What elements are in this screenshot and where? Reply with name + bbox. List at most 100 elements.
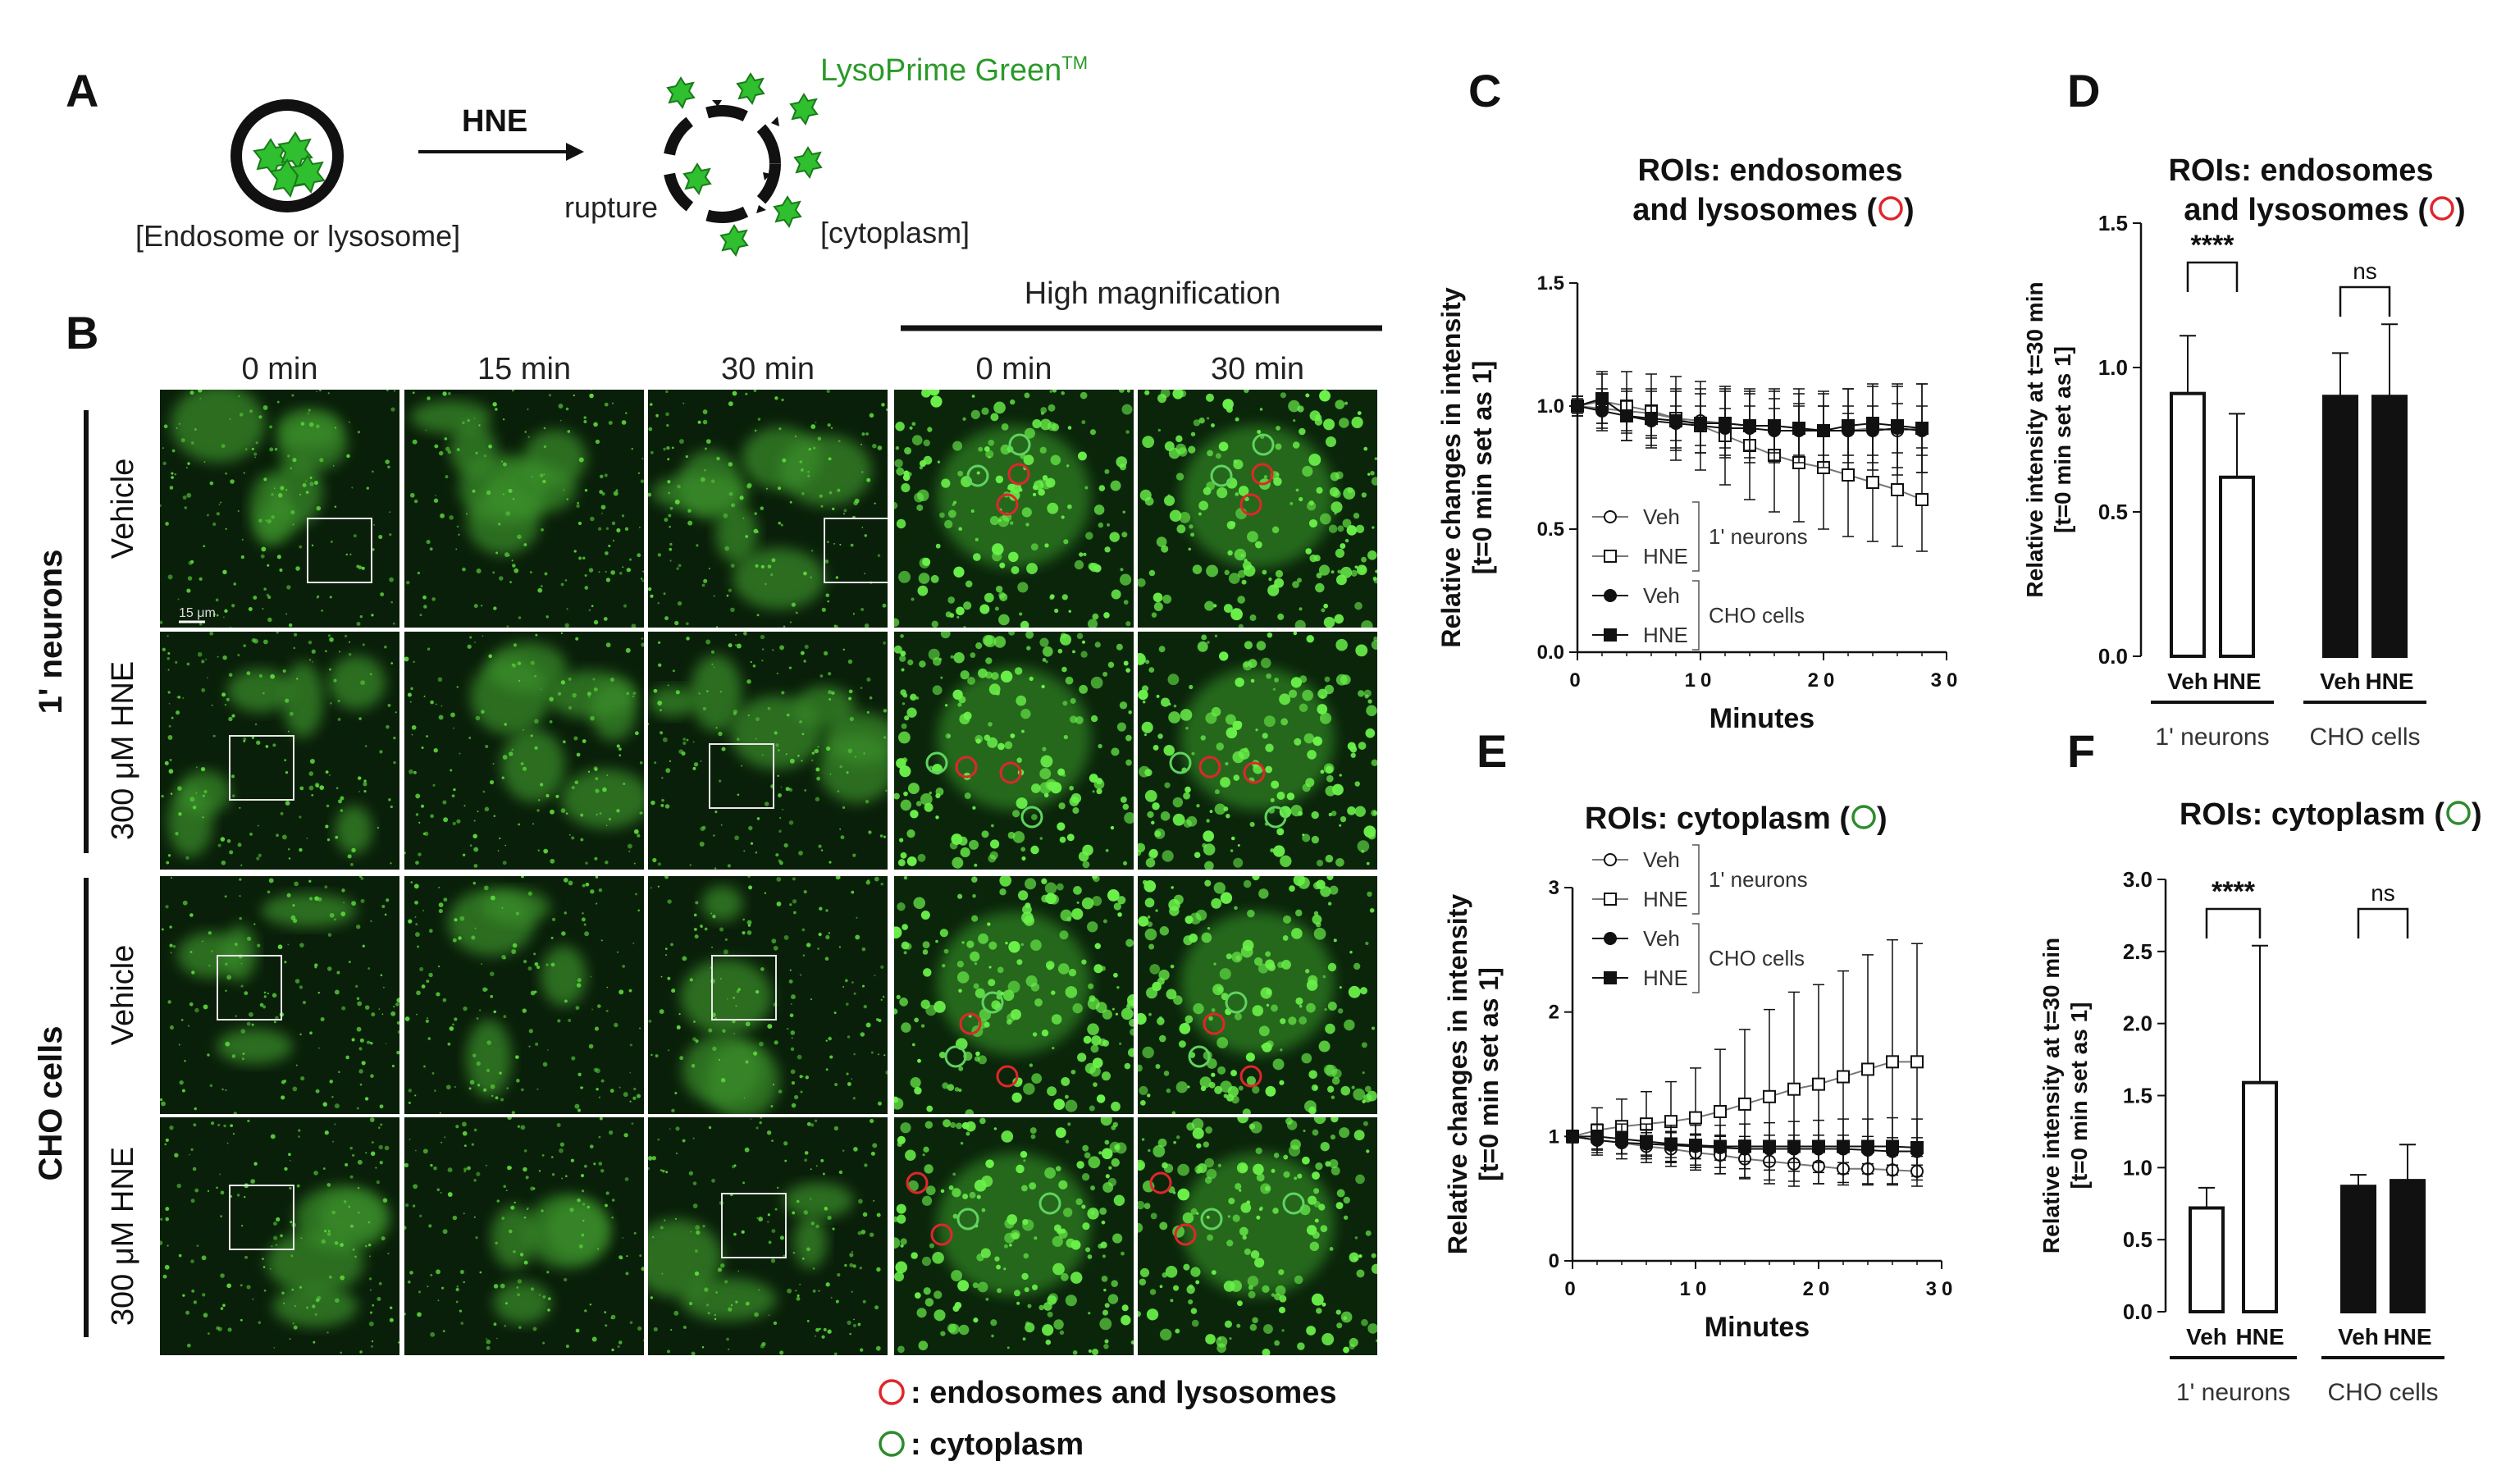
legend-series-name: HNE	[1643, 887, 1688, 911]
y-tick-label: 0.0	[2123, 1299, 2152, 1324]
y-tick-label: 1.5	[1537, 272, 1564, 295]
panel-letter-b: B	[66, 307, 98, 358]
chart-title-line2: and lysosomes (	[1632, 193, 1877, 227]
high-mag-label: High magnification	[1025, 276, 1281, 311]
significance-bracket	[2339, 285, 2391, 317]
micrograph-r0-c4	[1138, 390, 1377, 628]
col-label-0: 0 min	[242, 352, 318, 386]
data-point	[1837, 1070, 1850, 1084]
micrograph-r0-c0	[160, 390, 399, 628]
micrograph-r2-c0	[160, 876, 399, 1114]
x-category-label: Veh	[2186, 1324, 2227, 1349]
data-point	[1669, 414, 1682, 427]
data-point	[1910, 1055, 1924, 1069]
micrograph-r0-c3	[894, 390, 1134, 628]
legend-series-name: HNE	[1643, 966, 1688, 990]
row-labels: Vehicle 300 μM HNE Vehicle 300 μM HNE	[106, 459, 140, 1326]
bar	[2390, 1179, 2426, 1313]
bar	[2340, 1185, 2376, 1314]
y-tick-label: 0.0	[2098, 644, 2128, 669]
chart-legend: Veh HNE Veh HNE 1' neurons CHO cells	[1592, 844, 1808, 993]
legend-series-name: Veh	[1643, 926, 1680, 951]
micrograph-r2-c1	[404, 876, 644, 1114]
y-tick-label: 1.5	[2123, 1084, 2152, 1108]
legend-group-label: CHO cells	[1709, 603, 1805, 628]
data-point	[1640, 1135, 1653, 1148]
x-category-label: HNE	[2212, 669, 2261, 694]
group-label: 1' neurons	[2176, 1379, 2290, 1406]
significance-label: ns	[2371, 880, 2395, 906]
x-category-label: Veh	[2167, 669, 2208, 694]
y-axis-label-line1: Relative changes in intensity	[1436, 287, 1466, 647]
group-label: 1' neurons	[2155, 724, 2269, 751]
micrograph-r3-c3	[894, 1117, 1134, 1355]
x-tick-label: 10	[1685, 669, 1717, 692]
probe-label: LysoPrime GreenTM	[820, 53, 1088, 88]
micrograph-r2-c3	[894, 876, 1134, 1114]
x-tick-label: 10	[1680, 1278, 1712, 1300]
group-label: CHO cells	[2309, 724, 2420, 751]
micrograph-r3-c0	[160, 1117, 399, 1355]
title-roi-circle-icon	[1878, 196, 1903, 221]
significance-label: ns	[2353, 258, 2377, 284]
x-tick-label: 20	[1803, 1278, 1835, 1300]
y-axis-label-line1: Relative intensity at t=30 min	[2038, 938, 2064, 1253]
data-point	[1714, 1139, 1727, 1153]
microscopy-grid	[160, 390, 1377, 1355]
rupture-label: rupture	[564, 190, 658, 224]
data-point	[1714, 1105, 1727, 1118]
endosome-caption: [Endosome or lysosome]	[135, 219, 460, 253]
y-axis-label-line1: Relative intensity at t=30 min	[2022, 281, 2047, 597]
column-labels: 0 min 15 min 30 min 0 min 30 min	[242, 352, 1304, 386]
data-point	[1689, 1138, 1702, 1152]
data-point	[1817, 424, 1830, 437]
panel-letter-c: C	[1468, 65, 1501, 116]
x-category-label: HNE	[2383, 1324, 2431, 1349]
chart-c-endosome-timecourse: ROIs: endosomes and lysosomes () 0.0 0.5 1.0…	[1436, 153, 1963, 734]
y-axis-label-line2: [t=0 min set as 1]	[2066, 1002, 2092, 1189]
chart-title-line2: and lysosomes (	[2184, 193, 2428, 227]
data-point	[1738, 1139, 1751, 1153]
significance-label: ****	[2212, 876, 2256, 907]
x-category-label: Veh	[2320, 669, 2361, 694]
y-tick-label: 2.5	[2123, 939, 2152, 964]
data-point	[1763, 1089, 1776, 1103]
y-tick-label: 1	[1549, 1126, 1559, 1148]
data-point	[1842, 468, 1855, 482]
x-tick-label: 30	[1926, 1278, 1958, 1300]
legend-series-name: Veh	[1643, 847, 1680, 872]
col-label-4: 30 min	[1211, 352, 1304, 386]
group-label: CHO cells	[2327, 1379, 2438, 1406]
bar	[2371, 395, 2408, 658]
data-point	[1861, 1139, 1874, 1153]
x-category-label: HNE	[2365, 669, 2413, 694]
col-label-2: 30 min	[721, 352, 815, 386]
col-label-1: 15 min	[477, 352, 571, 386]
cytoplasm-caption: [cytoplasm]	[820, 216, 970, 249]
panel-a: A [Endosome or lysosome] HNE	[66, 53, 1088, 258]
chart-title: ROIs: cytoplasm (	[1585, 801, 1850, 836]
row-label-3: 300 μM HNE	[106, 1147, 140, 1326]
chart-title-line1: ROIs: endosomes	[1637, 153, 1902, 188]
y-tick-label: 0.5	[1537, 518, 1564, 541]
data-point	[1738, 1097, 1751, 1111]
hne-arrow-label: HNE	[462, 104, 527, 139]
significance-bracket	[2186, 261, 2239, 292]
series-3	[1566, 1116, 1924, 1177]
scale-bar-label: 15 μm	[179, 606, 216, 620]
data-point	[1842, 419, 1855, 432]
significance-bracket	[2205, 907, 2262, 938]
bar	[2219, 475, 2255, 659]
data-point	[1571, 400, 1584, 413]
y-tick-label: 3.0	[2123, 867, 2152, 892]
micrograph-r3-c2	[648, 1117, 888, 1355]
data-point	[1664, 1137, 1678, 1151]
title-roi-circle-icon	[2446, 801, 2471, 825]
micrograph-r2-c4	[1138, 876, 1377, 1114]
row-label-2: Vehicle	[106, 945, 140, 1046]
y-tick-label: 3	[1549, 877, 1559, 899]
x-tick-label: 30	[1931, 669, 1963, 692]
bar	[2242, 1080, 2278, 1313]
legend-group-label: CHO cells	[1709, 946, 1805, 970]
